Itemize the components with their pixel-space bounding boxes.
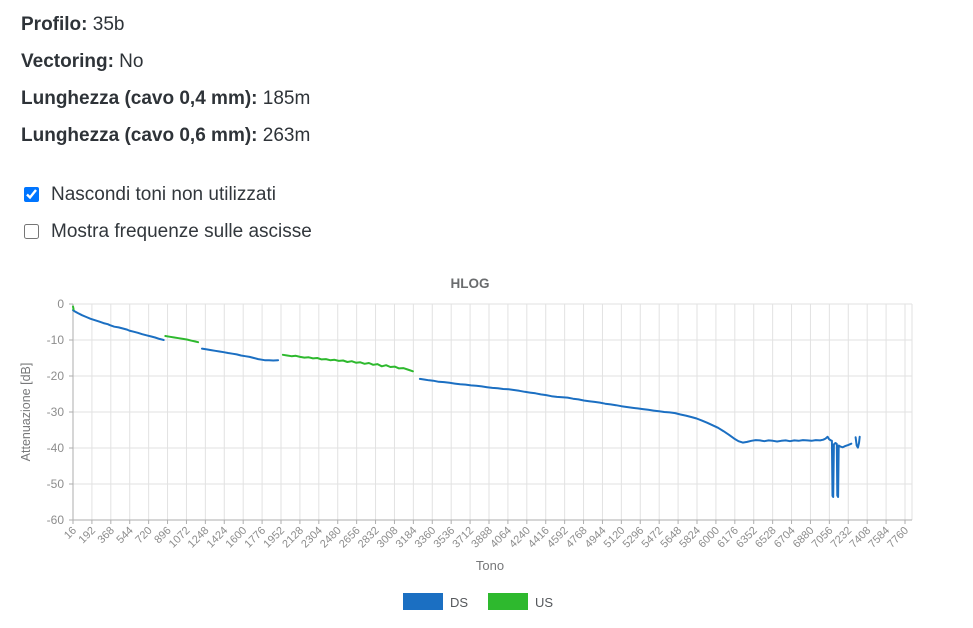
us-line-segment (281, 353, 414, 373)
x-tick-label: 16 (62, 525, 79, 542)
checkbox-row-1[interactable]: Mostra frequenze sulle ascisse (24, 213, 312, 250)
info-label: Lunghezza (cavo 0,6 mm): (21, 125, 258, 146)
x-tick-label: 4416 (526, 525, 552, 551)
x-tick-label: 6000 (696, 525, 722, 551)
x-tick-label: 720 (133, 525, 154, 546)
info-label: Profilo: (21, 14, 88, 35)
x-tick-label: 2304 (299, 525, 325, 551)
hlog-chart: 0-10-20-30-40-50-60161923685447208961072… (19, 276, 913, 610)
x-tick-label: 6528 (753, 525, 779, 551)
ds-line-segment (72, 309, 165, 341)
info-label: Lunghezza (cavo 0,4 mm): (21, 88, 258, 109)
x-tick-label: 5120 (602, 525, 628, 551)
info-value: 185m (257, 88, 311, 109)
x-tick-label: 5472 (640, 525, 666, 551)
x-tick-label: 6880 (791, 525, 817, 551)
x-tick-label: 1600 (224, 525, 250, 551)
y-tick-label: -50 (47, 477, 65, 491)
checkbox-0[interactable] (24, 187, 39, 202)
x-tick-label: 7232 (829, 525, 855, 551)
x-tick-label: 192 (77, 525, 98, 546)
ds-line-segment (201, 347, 280, 362)
checkbox-row-0[interactable]: Nascondi toni non utilizzati (24, 176, 312, 213)
x-tick-label: 7056 (810, 525, 836, 551)
x-tick-label: 1952 (261, 525, 287, 551)
x-tick-label: 4592 (545, 525, 571, 551)
x-tick-label: 4064 (488, 525, 514, 551)
info-value: 35b (87, 14, 125, 35)
x-tick-label: 3536 (432, 525, 458, 551)
x-tick-label: 5824 (677, 525, 703, 551)
x-tick-label: 4944 (583, 525, 609, 551)
checkbox-1[interactable] (24, 224, 39, 239)
x-tick-label: 1424 (205, 525, 231, 551)
info-row: Profilo: 35b (21, 6, 310, 43)
x-tick-label: 1776 (242, 525, 268, 551)
us-line-segment (72, 305, 75, 311)
x-tick-label: 3888 (469, 525, 495, 551)
y-tick-label: -30 (47, 405, 65, 419)
info-label: Vectoring: (21, 51, 114, 72)
ds-line-segment (418, 377, 853, 498)
x-tick-label: 3008 (375, 525, 401, 551)
us-line-segment (164, 335, 200, 344)
x-tick-label: 544 (114, 525, 135, 546)
x-tick-label: 2480 (318, 525, 344, 551)
x-tick-label: 6352 (734, 525, 760, 551)
checkbox-label: Nascondi toni non utilizzati (51, 183, 276, 205)
info-row: Lunghezza (cavo 0,6 mm): 263m (21, 117, 310, 154)
y-tick-label: 0 (57, 297, 64, 311)
info-row: Vectoring: No (21, 43, 310, 80)
x-tick-label: 3184 (394, 525, 420, 551)
y-tick-label: -10 (47, 333, 65, 347)
x-tick-label: 368 (95, 525, 116, 546)
x-tick-label: 1072 (167, 525, 193, 551)
x-tick-label: 5296 (621, 525, 647, 551)
legend-label-ds: DS (450, 595, 468, 610)
x-tick-label: 6176 (715, 525, 741, 551)
y-axis-title: Attenuazione [dB] (19, 363, 33, 462)
y-tick-label: -40 (47, 441, 65, 455)
x-tick-label: 7408 (848, 525, 874, 551)
info-row: Lunghezza (cavo 0,4 mm): 185m (21, 80, 310, 117)
x-tick-label: 4768 (564, 525, 590, 551)
x-tick-label: 1248 (186, 525, 212, 551)
chart-options: Nascondi toni non utilizzati Mostra frequ… (24, 176, 312, 250)
x-axis-title: Tono (476, 558, 504, 573)
hlog-chart-container: 0 -10 -20 -30 -40 -50 -60 16 192 368 544 720 896 1072… (0, 263, 973, 623)
y-tick-label: -60 (47, 513, 65, 527)
x-tick-label: 2128 (280, 525, 306, 551)
x-tick-label: 3360 (413, 525, 439, 551)
x-tick-label: 2832 (356, 525, 382, 551)
x-tick-label: 5648 (658, 525, 684, 551)
legend-swatch-ds (403, 593, 443, 610)
connection-info: Profilo: 35b Vectoring: No Lunghezza (cavo… (21, 6, 310, 154)
checkbox-label: Mostra frequenze sulle ascisse (51, 220, 312, 242)
legend-swatch-us (488, 593, 528, 610)
x-tick-label: 2656 (337, 525, 363, 551)
chart-title: HLOG (451, 276, 490, 291)
info-value: 263m (257, 125, 311, 146)
x-tick-label: 6704 (772, 525, 798, 551)
ds-line-segment (854, 435, 861, 449)
x-tick-label: 4240 (507, 525, 533, 551)
x-tick-label: 3712 (450, 525, 476, 551)
x-tick-label: 7584 (866, 525, 892, 551)
x-tick-label: 7760 (885, 525, 911, 551)
info-value: No (113, 51, 144, 72)
y-tick-label: -20 (47, 369, 65, 383)
legend-label-us: US (535, 595, 553, 610)
